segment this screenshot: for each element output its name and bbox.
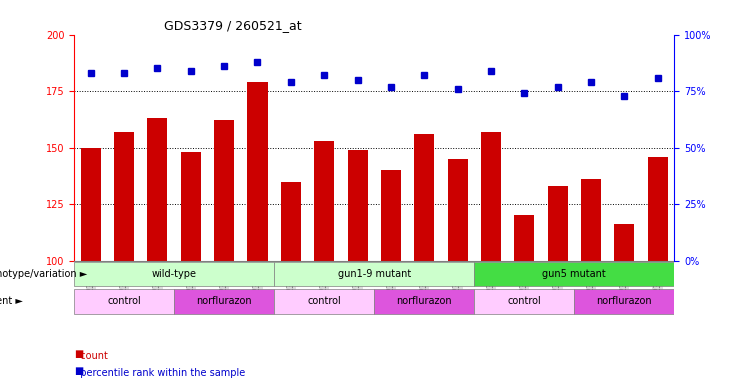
Text: GDS3379 / 260521_at: GDS3379 / 260521_at (165, 19, 302, 32)
Bar (274, 262, 474, 286)
Text: control: control (508, 296, 541, 306)
Text: genotype/variation ►: genotype/variation ► (0, 269, 87, 279)
Bar (74, 262, 274, 286)
Text: percentile rank within the sample: percentile rank within the sample (74, 368, 245, 378)
Bar (581, 179, 601, 261)
Bar (614, 225, 634, 261)
Text: norflurazon: norflurazon (597, 296, 652, 306)
Bar (348, 150, 368, 261)
Text: count: count (74, 351, 108, 361)
Bar (548, 186, 568, 261)
Bar (374, 289, 474, 313)
Bar (314, 141, 334, 261)
Bar (448, 159, 468, 261)
Bar (247, 82, 268, 261)
Bar (514, 215, 534, 261)
Text: ■: ■ (74, 349, 83, 359)
Bar (181, 152, 201, 261)
Bar (474, 289, 574, 313)
Bar (648, 157, 668, 261)
Bar (274, 289, 374, 313)
Bar (414, 134, 434, 261)
Bar (481, 132, 501, 261)
Bar (474, 262, 674, 286)
Text: ■: ■ (74, 366, 83, 376)
Bar (214, 121, 234, 261)
Text: control: control (308, 296, 341, 306)
Bar (74, 289, 174, 313)
Bar (381, 170, 401, 261)
Bar (147, 118, 167, 261)
Bar (281, 182, 301, 261)
Text: control: control (107, 296, 141, 306)
Bar (574, 289, 674, 313)
Bar (114, 132, 134, 261)
Text: agent ►: agent ► (0, 296, 23, 306)
Text: gun1-9 mutant: gun1-9 mutant (338, 269, 411, 279)
Text: norflurazon: norflurazon (196, 296, 252, 306)
Bar (174, 289, 274, 313)
Text: norflurazon: norflurazon (396, 296, 452, 306)
Text: gun5 mutant: gun5 mutant (542, 269, 606, 279)
Bar (81, 147, 101, 261)
Text: wild-type: wild-type (152, 269, 196, 279)
